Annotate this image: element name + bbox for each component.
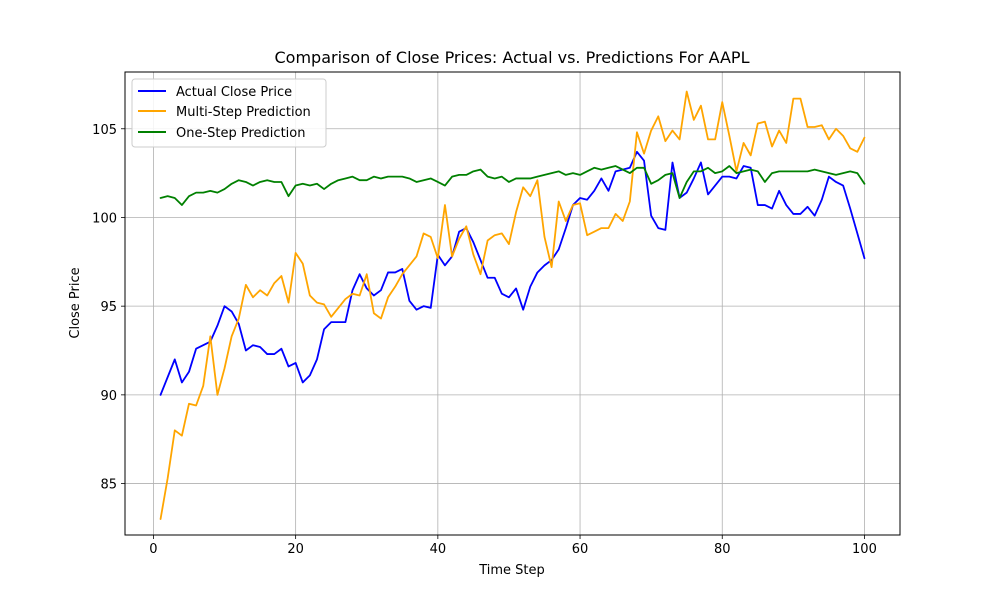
y-tick-label: 85 (100, 478, 117, 493)
x-axis-label: Time Step (478, 563, 545, 578)
plot-area (125, 72, 900, 535)
y-tick-label: 100 (92, 211, 117, 226)
series-line-one-step-prediction (159, 165, 866, 206)
x-tick-label: 20 (287, 542, 304, 557)
x-tick-label: 0 (149, 542, 157, 557)
series-line-actual-close-price (159, 150, 866, 396)
x-tick-label: 80 (714, 542, 731, 557)
legend-label-actual: Actual Close Price (176, 85, 292, 100)
y-axis-label: Close Price (68, 267, 83, 338)
chart-title: Comparison of Close Prices: Actual vs. P… (275, 48, 750, 67)
y-tick-label: 95 (100, 300, 117, 315)
y-axis: 85 90 95 100 105 (92, 123, 125, 493)
x-tick-label: 60 (572, 542, 589, 557)
legend-label-one-step: One-Step Prediction (176, 126, 305, 141)
y-tick-label: 90 (100, 389, 117, 404)
x-axis: 0 20 40 60 80 100 (149, 535, 877, 557)
plot-frame (124, 71, 901, 536)
x-tick-label: 40 (430, 542, 447, 557)
legend: Actual Close Price Multi-Step Prediction… (131, 78, 327, 148)
series-line-multi-step-prediction (159, 90, 866, 520)
legend-box (131, 78, 327, 148)
x-tick-label: 100 (852, 542, 877, 557)
y-tick-label: 105 (92, 123, 117, 138)
series-layer (159, 90, 866, 520)
legend-label-multi-step: Multi-Step Prediction (176, 105, 311, 120)
grid (125, 72, 900, 535)
